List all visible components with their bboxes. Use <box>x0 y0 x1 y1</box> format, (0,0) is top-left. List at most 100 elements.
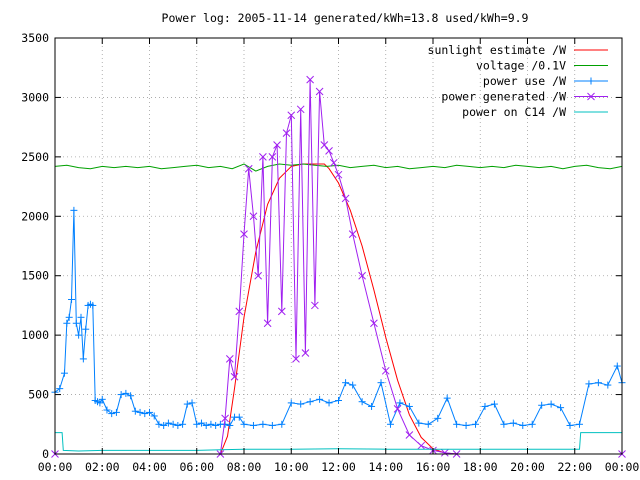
series-power-generated-w <box>51 75 626 458</box>
y-tick-label: 2500 <box>21 150 49 164</box>
data-point-power-use-w <box>72 319 80 327</box>
data-point-power-use-w <box>462 421 470 429</box>
data-point-power-use-w <box>79 355 87 363</box>
legend-label: power on C14 /W <box>462 105 566 119</box>
data-point-power-generated-w <box>277 307 286 316</box>
legend-entry-power-generated-w: power generated /W <box>441 90 608 104</box>
data-point-power-generated-w <box>254 271 263 280</box>
data-point-power-generated-w <box>341 194 350 203</box>
data-point-power-use-w <box>131 407 139 415</box>
marker-stroke <box>320 141 329 149</box>
x-tick-label: 12:00 <box>321 460 356 474</box>
data-point-power-use-w <box>108 410 116 418</box>
data-point-power-use-w <box>472 420 480 428</box>
legend-entry-power-on-c14-w: power on C14 /W <box>462 105 608 119</box>
data-point-power-generated-w <box>221 414 229 423</box>
data-point-power-use-w <box>297 400 305 408</box>
legend-marker <box>587 77 595 85</box>
x-tick-label: 10:00 <box>274 460 309 474</box>
data-point-power-use-w <box>349 381 357 389</box>
data-point-power-use-w <box>179 420 187 428</box>
series-line-voltage-0-1v <box>54 163 623 172</box>
data-point-power-use-w <box>164 419 172 427</box>
data-point-power-use-w <box>155 420 163 428</box>
marker-stroke <box>282 129 291 137</box>
data-point-power-generated-w <box>320 141 329 149</box>
data-point-power-use-w <box>141 410 149 418</box>
marker-stroke <box>341 194 350 203</box>
data-point-power-use-w <box>342 379 350 387</box>
x-tick-label: 06:00 <box>179 460 214 474</box>
marker-stroke <box>348 230 357 238</box>
x-tick-label: 00:00 <box>605 460 640 474</box>
data-point-power-use-w <box>358 398 366 406</box>
marker-stroke <box>221 414 229 423</box>
data-point-power-use-w <box>82 325 90 333</box>
data-point-power-use-w <box>202 421 210 429</box>
marker-stroke <box>287 111 296 120</box>
data-point-power-generated-w <box>273 141 281 149</box>
data-point-power-generated-w <box>325 147 333 155</box>
data-point-power-use-w <box>75 331 83 339</box>
data-point-power-use-w <box>490 400 498 408</box>
data-point-power-generated-w <box>292 355 300 363</box>
data-point-power-use-w <box>538 401 546 409</box>
data-point-power-generated-w <box>287 111 296 120</box>
data-point-power-use-w <box>509 419 517 427</box>
y-tick-label: 500 <box>28 388 49 402</box>
data-point-power-use-w <box>65 313 73 321</box>
marker-stroke <box>235 307 244 316</box>
data-point-power-use-w <box>613 362 621 370</box>
data-point-power-use-w <box>77 313 85 321</box>
data-point-power-use-w <box>415 419 423 427</box>
marker-stroke <box>249 212 258 221</box>
data-point-power-use-w <box>56 385 64 393</box>
marker-stroke <box>277 307 286 316</box>
data-point-power-generated-w <box>393 404 402 413</box>
data-point-power-use-w <box>70 206 78 214</box>
legend-entry-sunlight-estimate-w: sunlight estimate /W <box>428 43 608 57</box>
marker-stroke <box>311 301 319 310</box>
data-point-power-use-w <box>188 399 196 407</box>
data-point-power-generated-w <box>249 212 258 221</box>
x-tick-label: 16:00 <box>416 460 451 474</box>
data-point-power-generated-w <box>263 319 272 328</box>
x-tick-label: 22:00 <box>557 460 592 474</box>
y-tick-label: 2000 <box>21 209 49 223</box>
data-point-power-use-w <box>566 421 574 429</box>
data-point-power-use-w <box>136 408 144 416</box>
marker-stroke <box>292 355 300 363</box>
data-point-power-generated-w <box>225 355 234 363</box>
marker-stroke <box>381 366 390 375</box>
data-point-power-use-w <box>160 421 168 429</box>
data-point-power-use-w <box>174 421 182 429</box>
x-tick-label: 00:00 <box>38 460 73 474</box>
marker-stroke <box>273 141 281 149</box>
data-point-power-generated-w <box>240 230 248 238</box>
x-tick-label: 14:00 <box>368 460 403 474</box>
x-tick-label: 02:00 <box>85 460 120 474</box>
data-point-power-use-w <box>481 402 489 410</box>
data-point-power-use-w <box>96 399 104 407</box>
data-point-power-use-w <box>575 420 583 428</box>
data-point-power-generated-w <box>315 87 324 96</box>
data-point-power-use-w <box>60 369 68 377</box>
data-point-power-use-w <box>63 319 71 327</box>
x-tick-label: 18:00 <box>463 460 498 474</box>
data-point-power-use-w <box>193 420 201 428</box>
data-point-power-use-w <box>150 412 158 420</box>
data-point-power-generated-w <box>259 153 267 161</box>
data-point-power-use-w <box>443 394 451 402</box>
data-point-power-generated-w <box>405 431 414 439</box>
marker-stroke <box>587 92 595 101</box>
data-point-power-generated-w <box>268 153 277 161</box>
data-point-power-use-w <box>117 391 125 399</box>
marker-stroke <box>358 271 366 280</box>
legend-label: power use /W <box>483 74 566 88</box>
data-point-power-use-w <box>122 389 130 397</box>
legend-label: power generated /W <box>441 90 566 104</box>
y-tick-label: 0 <box>42 447 49 461</box>
data-point-power-generated-w <box>358 271 366 280</box>
legend-label: voltage /0.1V <box>476 59 566 73</box>
data-point-power-use-w <box>500 420 508 428</box>
